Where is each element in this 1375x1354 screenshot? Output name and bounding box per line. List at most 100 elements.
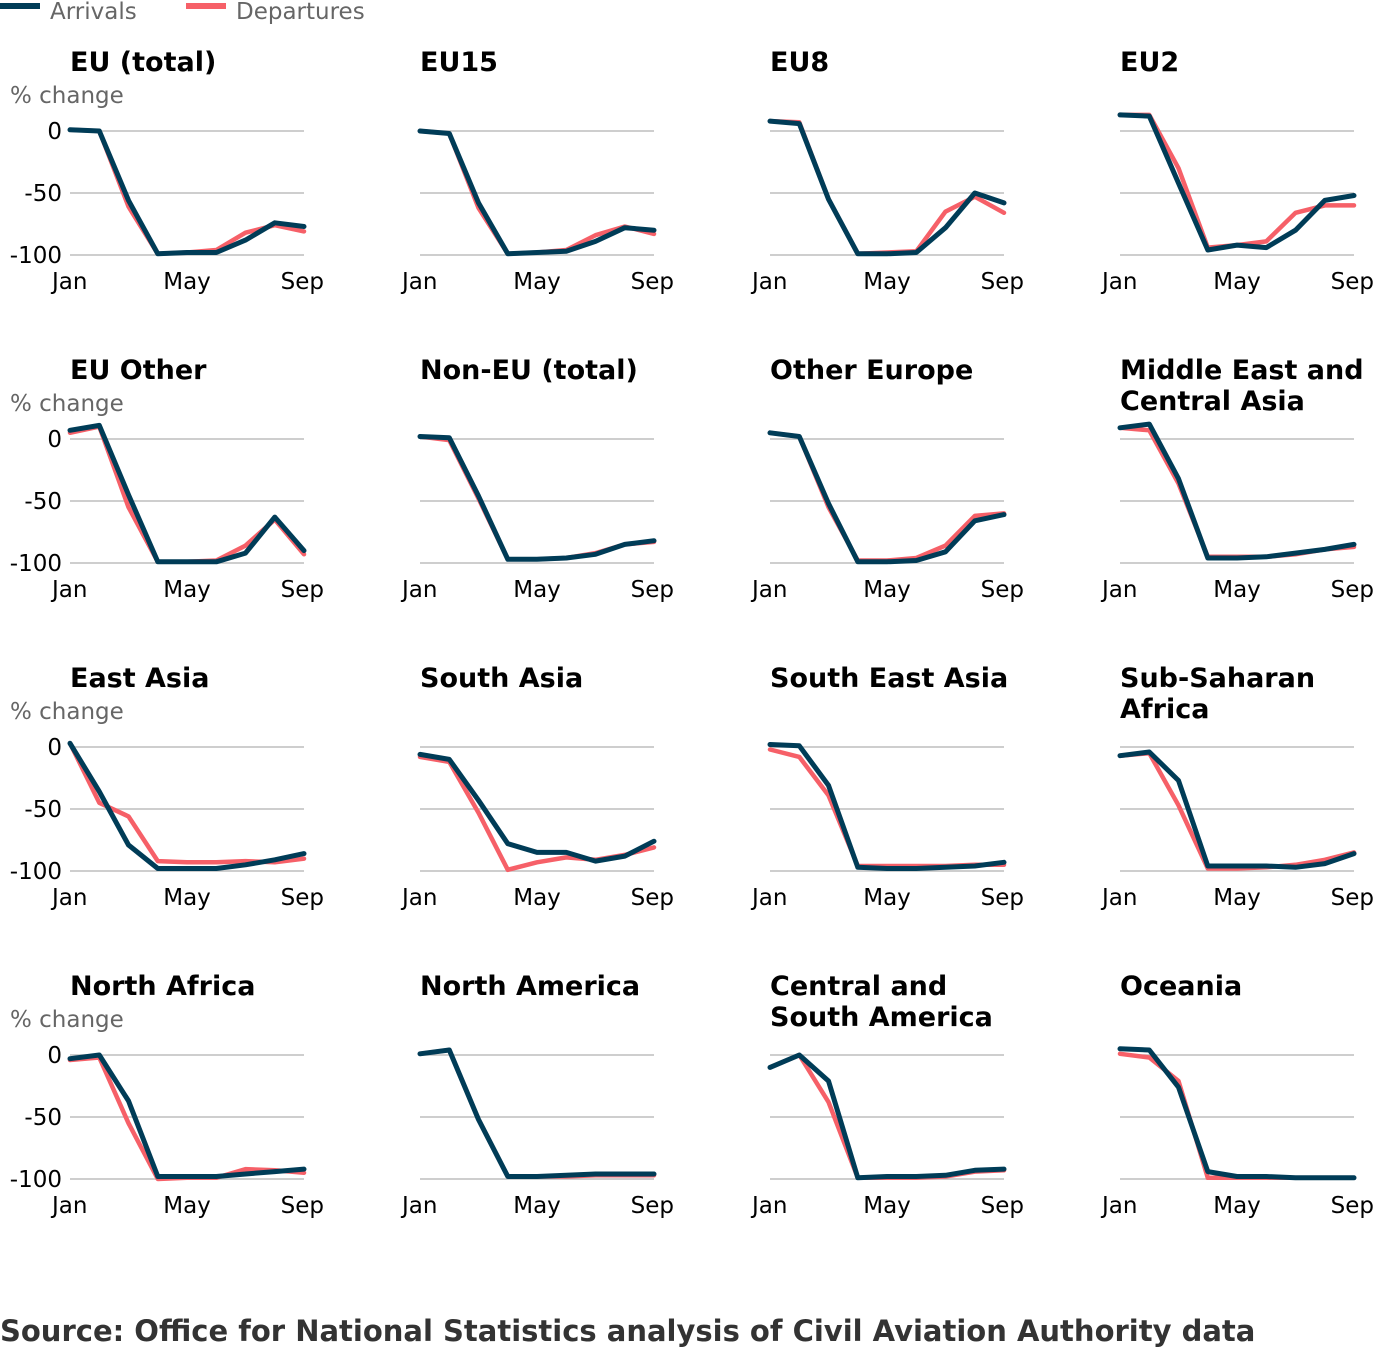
x-tick-label: Sep	[1331, 577, 1374, 603]
panel-title-line: North America	[420, 971, 640, 1002]
legend-swatch-departures	[186, 3, 226, 9]
x-tick-label: May	[163, 1193, 211, 1219]
panel-title-line: Middle East and	[1120, 355, 1364, 386]
x-tick-label: May	[163, 885, 211, 911]
panel: EU8 Jan May Sep	[750, 47, 1024, 295]
x-tick-label: May	[1213, 885, 1261, 911]
y-tick-label: -100	[10, 243, 62, 269]
panel-title: EU (total)	[70, 47, 216, 78]
x-tick-label: Jan	[750, 885, 787, 911]
panel-title-line: EU8	[770, 47, 829, 78]
y-axis-label: % change	[10, 699, 124, 725]
x-tick-label: Jan	[50, 1193, 87, 1219]
y-tick-label: -100	[10, 551, 62, 577]
panel: North America Jan May Sep	[400, 971, 674, 1219]
panel-title-line: East Asia	[70, 663, 209, 694]
y-axis-label: % change	[10, 391, 124, 417]
y-axis-label: % change	[10, 1007, 124, 1033]
panel-title-line: North Africa	[70, 971, 255, 1002]
panel-title-line: EU2	[1120, 47, 1179, 78]
legend-label-departures: Departures	[236, 0, 365, 25]
panel-title: EU15	[420, 47, 498, 78]
x-tick-label: Sep	[631, 885, 674, 911]
y-tick-label: 0	[47, 735, 62, 761]
x-tick-label: Jan	[1100, 885, 1137, 911]
x-tick-label: Sep	[981, 577, 1024, 603]
x-tick-label: May	[863, 577, 911, 603]
panel-title-line: Africa	[1120, 694, 1209, 725]
panel-title-line: Other Europe	[770, 355, 973, 386]
panel: Middle East and Central Asia Jan May Sep	[1100, 355, 1374, 603]
series-line-arrivals	[1117, 1046, 1357, 1181]
legend: Arrivals Departures	[0, 0, 365, 25]
x-tick-label: Jan	[400, 577, 437, 603]
series-line-arrivals	[767, 742, 1007, 871]
panel-title-line: Central and	[770, 971, 947, 1002]
series-line-departures	[1117, 750, 1357, 871]
y-tick-label: 0	[47, 427, 62, 453]
x-tick-label: May	[513, 1193, 561, 1219]
x-tick-label: Jan	[400, 885, 437, 911]
x-tick-label: Jan	[400, 1193, 437, 1219]
legend-swatch-arrivals	[0, 3, 40, 9]
x-tick-label: Jan	[1100, 269, 1137, 295]
panel-title-line: South East Asia	[770, 663, 1008, 694]
series-line-arrivals	[767, 430, 1007, 565]
x-tick-label: Jan	[750, 577, 787, 603]
series-line-arrivals	[1117, 112, 1357, 253]
x-tick-label: Sep	[1331, 1193, 1374, 1219]
y-tick-label: -100	[10, 859, 62, 885]
panel-title: North Africa	[70, 971, 255, 1002]
panel-title-line: EU Other	[70, 355, 207, 386]
series-line-arrivals	[67, 422, 307, 565]
small-multiples-chart: Arrivals Departures EU (total) % change 0 -…	[0, 0, 1374, 1219]
x-tick-label: Jan	[50, 269, 87, 295]
panel: South East Asia Jan May Sep	[750, 663, 1024, 911]
series-line-arrivals	[767, 118, 1007, 257]
x-tick-label: Sep	[281, 577, 324, 603]
source-note: Source: Office for National Statistics a…	[0, 1314, 1256, 1348]
y-tick-label: -50	[24, 797, 62, 823]
x-tick-label: May	[513, 269, 561, 295]
panel: EU15 Jan May Sep	[400, 47, 674, 295]
y-tick-label: -50	[24, 181, 62, 207]
panel: Non-EU (total) Jan May Sep	[400, 355, 674, 603]
panel: Central and South America Jan May Sep	[750, 971, 1024, 1219]
x-tick-label: Jan	[750, 269, 787, 295]
panel-title: Oceania	[1120, 971, 1242, 1002]
x-tick-label: Sep	[1331, 885, 1374, 911]
x-tick-label: Sep	[981, 269, 1024, 295]
panel: Sub-Saharan Africa Jan May Sep	[1100, 663, 1374, 911]
y-tick-label: 0	[47, 1043, 62, 1069]
panel-title: EU8	[770, 47, 829, 78]
x-tick-label: May	[1213, 1193, 1261, 1219]
x-tick-label: Sep	[631, 1193, 674, 1219]
panel: Oceania Jan May Sep	[1100, 971, 1374, 1219]
series-line-departures	[1117, 1051, 1357, 1181]
y-tick-label: 0	[47, 119, 62, 145]
panel-title: South East Asia	[770, 663, 1008, 694]
panel-title: Middle East and Central Asia	[1120, 355, 1364, 417]
x-tick-label: Sep	[631, 269, 674, 295]
panel-title: North America	[420, 971, 640, 1002]
series-line-arrivals	[67, 740, 307, 871]
series-line-departures	[67, 424, 307, 565]
x-tick-label: May	[513, 885, 561, 911]
x-tick-label: May	[1213, 577, 1261, 603]
panel-title-line: Non-EU (total)	[420, 355, 638, 386]
panel-title-line: South Asia	[420, 663, 583, 694]
series-line-arrivals	[417, 751, 657, 864]
series-line-arrivals	[1117, 421, 1357, 561]
x-tick-label: Sep	[631, 577, 674, 603]
x-tick-label: Jan	[750, 1193, 787, 1219]
panel-title-line: South America	[770, 1002, 993, 1033]
x-tick-label: Jan	[1100, 577, 1137, 603]
panel-title-line: Sub-Saharan	[1120, 663, 1315, 694]
x-tick-label: Sep	[981, 885, 1024, 911]
series-line-arrivals	[67, 1052, 307, 1179]
x-tick-label: May	[863, 885, 911, 911]
